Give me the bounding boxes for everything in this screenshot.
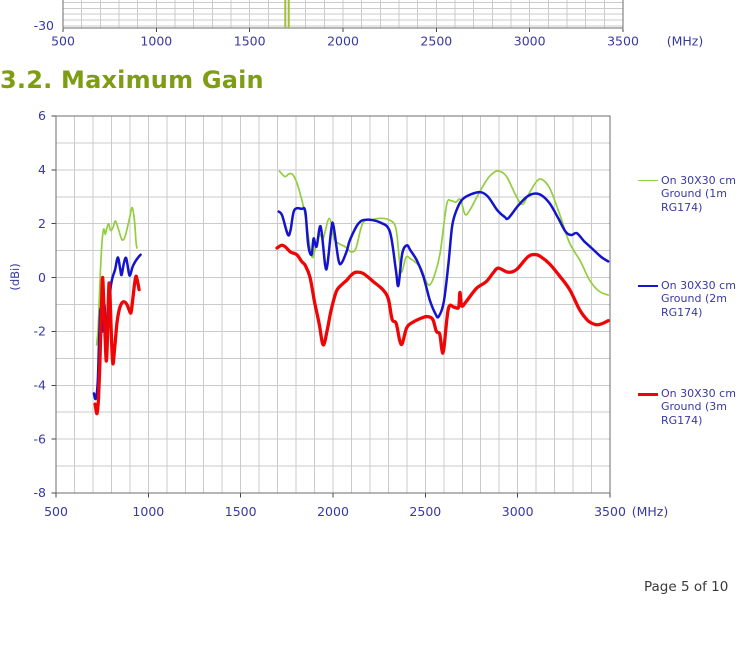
series-line bbox=[277, 190, 610, 319]
y-tick-label: 2 bbox=[38, 216, 46, 231]
section-heading: 3.2. Maximum Gain bbox=[0, 66, 264, 94]
y-tick-label: 4 bbox=[38, 162, 46, 177]
x-tick-label: 2500 bbox=[420, 34, 452, 49]
x-tick-label: 1500 bbox=[234, 34, 266, 49]
y-tick-label: -30 bbox=[34, 18, 54, 33]
y-tick-label: -2 bbox=[34, 324, 46, 339]
gain-chart-x-tick-labels: 500 1000 1500 2000 2500 3000 3500 bbox=[44, 504, 626, 519]
x-tick-label: 3000 bbox=[502, 504, 534, 519]
x-tick-label: 1000 bbox=[140, 34, 172, 49]
x-unit-label: (MHz) bbox=[667, 34, 704, 49]
x-tick-label: 2000 bbox=[317, 504, 349, 519]
gain-chart-plot-border bbox=[55, 115, 611, 494]
page-number: Page 5 of 10 bbox=[644, 579, 729, 595]
series-line bbox=[95, 206, 138, 346]
series-line bbox=[93, 274, 141, 416]
gain-chart-y-tick-labels: 6 4 2 0 -2 -4 -6 -8 bbox=[34, 108, 47, 500]
y-tick-label: -8 bbox=[34, 485, 47, 500]
x-tick-label: 3500 bbox=[594, 504, 626, 519]
x-tick-label: 1500 bbox=[225, 504, 257, 519]
y-tick-label: -4 bbox=[34, 377, 47, 392]
previous-chart-fragment: 500 1000 1500 2000 2500 3000 3500 (MHz) -30 bbox=[34, 0, 704, 49]
x-tick-label: 3500 bbox=[607, 34, 639, 49]
gain-chart: 500 1000 1500 2000 2500 3000 3500 6 4 2 0 -2 -4 -6 -8 (… bbox=[8, 108, 668, 519]
gain-chart-grid bbox=[56, 116, 610, 493]
x-tick-label: 2500 bbox=[409, 504, 441, 519]
series-line bbox=[275, 243, 610, 355]
y-tick-label: -6 bbox=[34, 431, 47, 446]
x-tick-label: 3000 bbox=[514, 34, 546, 49]
x-tick-label: 1000 bbox=[132, 504, 164, 519]
y-tick-label: 0 bbox=[38, 270, 46, 285]
x-tick-label: 500 bbox=[44, 504, 68, 519]
x-tick-label: 2000 bbox=[327, 34, 359, 49]
gain-chart-series bbox=[92, 170, 610, 416]
gain-chart-ticks bbox=[51, 115, 611, 498]
y-tick-label: 6 bbox=[38, 108, 46, 123]
x-tick-label: 500 bbox=[51, 34, 75, 49]
gain-chart-y-axis-label: (dBi) bbox=[8, 263, 22, 290]
gain-chart-x-unit-label: (MHz) bbox=[632, 504, 669, 519]
